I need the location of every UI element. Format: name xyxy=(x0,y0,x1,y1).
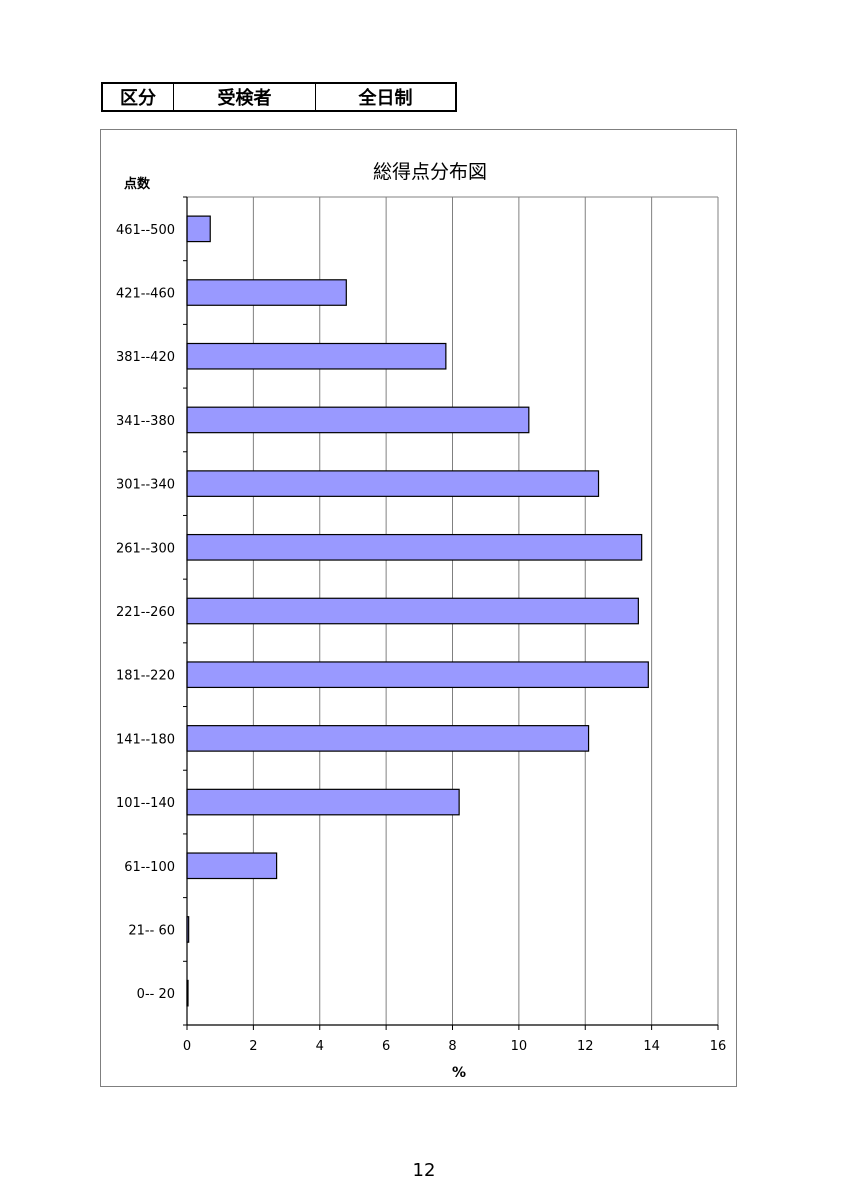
x-tick-label: 12 xyxy=(577,1039,594,1054)
bar xyxy=(186,470,600,497)
page-number: 12 xyxy=(412,1160,436,1181)
category-label: 301--340 xyxy=(116,478,175,493)
fulltime-label: 全日制 xyxy=(315,84,455,110)
x-tick-label: 16 xyxy=(710,1039,727,1054)
x-tick-label: 4 xyxy=(316,1039,324,1054)
examinee-label: 受検者 xyxy=(173,84,315,110)
category-label: 181--220 xyxy=(116,669,175,684)
bar xyxy=(186,215,211,243)
x-tick-label: 6 xyxy=(382,1039,390,1054)
score-distribution-chart: 総得点分布図 点数 % 461--500 421--460 381--420 341-… xyxy=(116,161,727,1081)
category-label: 141--180 xyxy=(116,732,175,747)
category-label: 421--460 xyxy=(116,287,175,302)
bar xyxy=(186,725,590,752)
bar xyxy=(186,533,643,561)
bar xyxy=(186,788,460,816)
chart-title: 総得点分布図 xyxy=(373,161,487,183)
bar xyxy=(186,661,649,689)
category-label: 341--380 xyxy=(116,414,175,429)
x-tick-label: 8 xyxy=(448,1039,456,1054)
category-label: 221--260 xyxy=(116,605,175,620)
bar xyxy=(186,342,447,370)
bar xyxy=(186,597,639,625)
category-label: 区分 xyxy=(120,88,156,109)
x-tick-label: 0 xyxy=(183,1039,191,1054)
category-label: 61--100 xyxy=(124,860,175,875)
category-label: 381--420 xyxy=(116,350,175,365)
category-label: 101--140 xyxy=(116,796,175,811)
x-tick-label: 10 xyxy=(511,1039,528,1054)
x-axis-label: % xyxy=(452,1065,466,1081)
bar xyxy=(186,852,278,880)
x-tick-label: 2 xyxy=(249,1039,257,1054)
y-axis-label: 点数 xyxy=(124,176,151,192)
chart-frame: 総得点分布図 点数 % 461--500 421--460 381--420 341-… xyxy=(100,129,737,1087)
bar xyxy=(186,279,347,306)
category-header-table: 区分 受検者 全日制 xyxy=(101,82,457,112)
x-tick-label: 14 xyxy=(643,1039,660,1054)
category-label: 0-- 20 xyxy=(137,987,175,1002)
bar xyxy=(186,406,530,434)
category-label: 461--500 xyxy=(116,223,175,238)
category-label: 21-- 60 xyxy=(128,923,175,938)
category-label: 261--300 xyxy=(116,541,175,556)
